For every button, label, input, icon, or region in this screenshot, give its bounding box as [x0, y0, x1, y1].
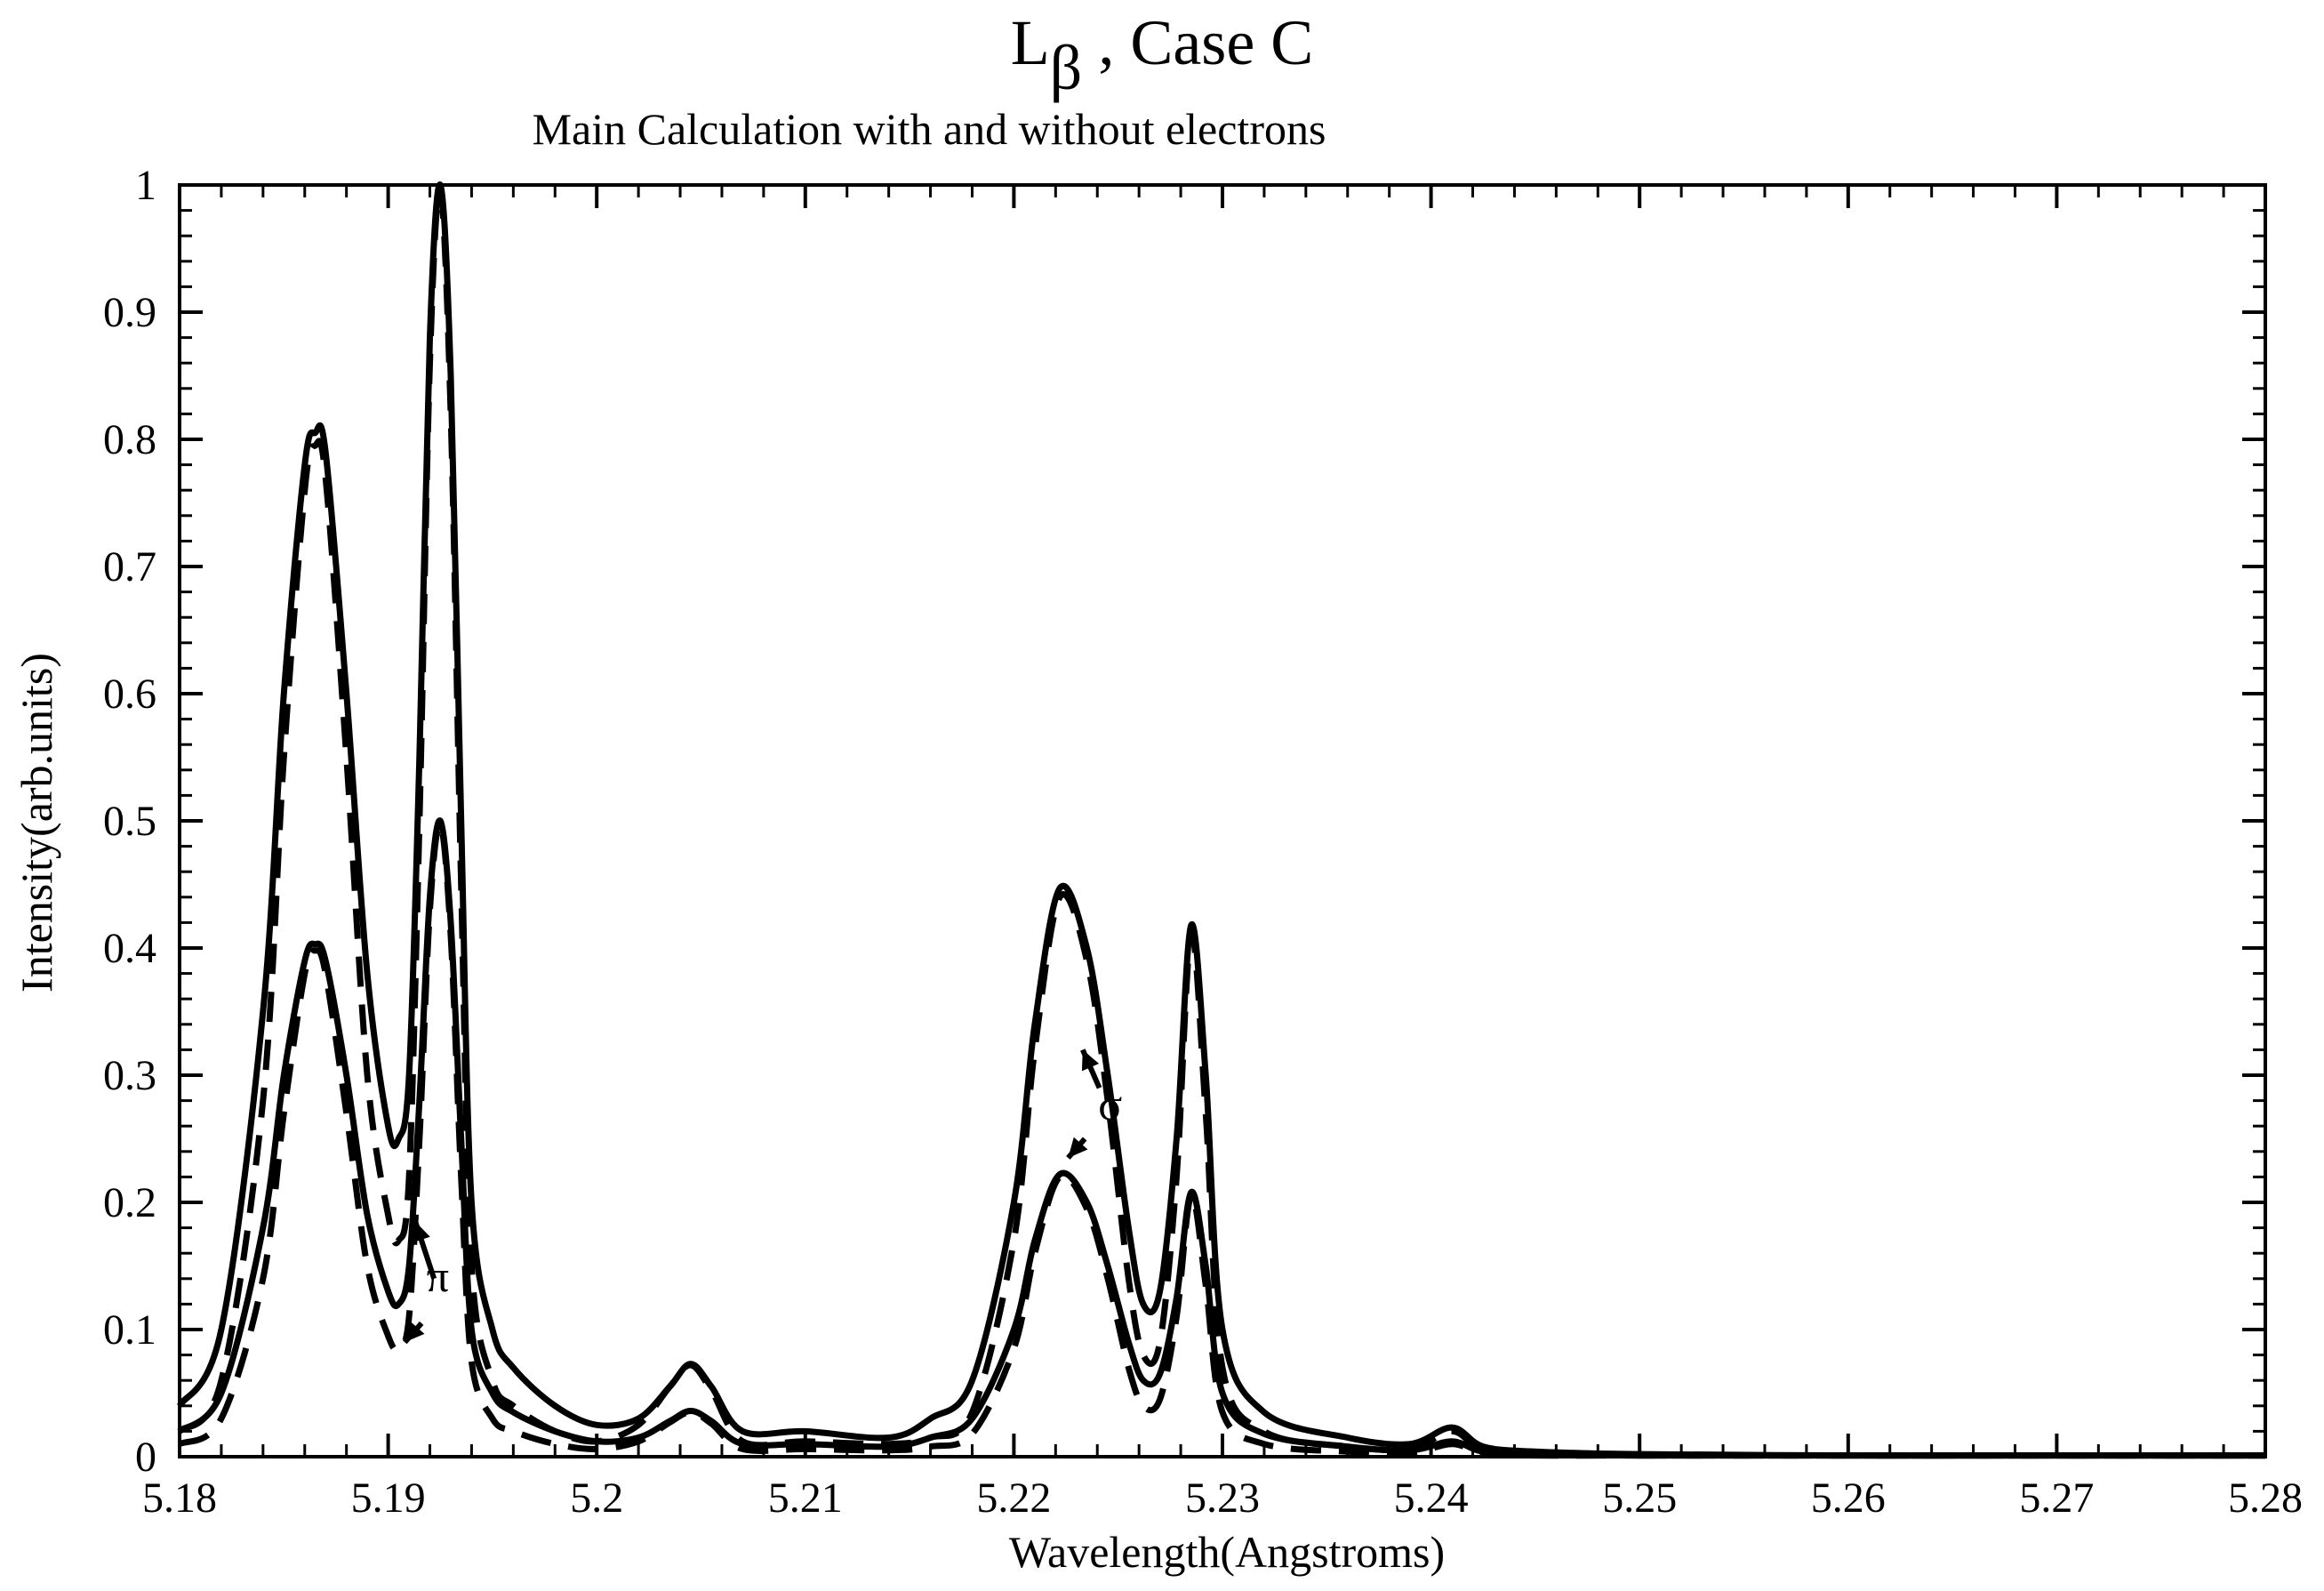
y-tick-label: 0.7: [103, 543, 156, 591]
y-tick-label: 0.6: [103, 671, 156, 718]
chart-title-suffix: , Case C: [1082, 7, 1313, 78]
x-tick-label: 5.25: [1602, 1474, 1677, 1522]
x-tick-label: 5.24: [1394, 1474, 1469, 1522]
dashed-series-line-2: [177, 188, 2265, 1459]
x-tick-label: 5.23: [1185, 1474, 1260, 1522]
chart-marks: 5.18 5.19 5.2 5.21 5.22 5.23 5.24 5.25 5.26 5.27 5…: [103, 162, 2303, 1522]
annotation-arrow-head: [405, 1322, 425, 1343]
y-tick-label: 0.4: [103, 925, 156, 972]
x-tick-label: 5.2: [570, 1474, 623, 1522]
solid-series-line-3: [177, 817, 2265, 1459]
x-tick-label: 5.19: [351, 1474, 426, 1522]
y-tick-label: 0.3: [103, 1052, 156, 1099]
annotation-arrow-head: [412, 1221, 430, 1243]
y-tick-label: 0.2: [103, 1179, 156, 1226]
annotation-label: σ: [1098, 1080, 1122, 1129]
x-tick-label: 5.26: [1811, 1474, 1886, 1522]
x-tick-label: 5.27: [2019, 1474, 2094, 1522]
y-tick-label: 0.9: [103, 289, 156, 336]
y-axis-label: Intensity(arb.units): [12, 653, 61, 992]
x-tick-label: 5.22: [976, 1474, 1051, 1522]
y-tick-label: 0.8: [103, 416, 156, 463]
solid-series-line-1: [176, 181, 2265, 1459]
plot-frame: [178, 183, 2267, 1458]
y-tick-label: 0.5: [103, 798, 156, 845]
x-tick-label: 5.21: [768, 1474, 843, 1522]
x-tick-label: 5.18: [142, 1474, 217, 1522]
y-tick-label: 1: [135, 162, 156, 209]
chart-title-main: L: [1011, 7, 1050, 78]
chart-subtitle: Main Calculation with and without electr…: [533, 104, 1326, 154]
y-tick-label: 0.1: [103, 1306, 156, 1354]
x-tick-label: 5.28: [2228, 1474, 2303, 1522]
chart-title-subscript: β: [1050, 32, 1083, 103]
annotation-arrow-head: [1081, 1049, 1100, 1072]
chart-title: Lβ , Case C: [1011, 7, 1314, 103]
y-tick-label: 0: [135, 1434, 156, 1481]
x-axis-label: Wavelength(Angstroms): [1009, 1527, 1445, 1577]
annotation-arrow-head: [1068, 1137, 1088, 1158]
dashed-series-line-4: [178, 821, 2265, 1459]
